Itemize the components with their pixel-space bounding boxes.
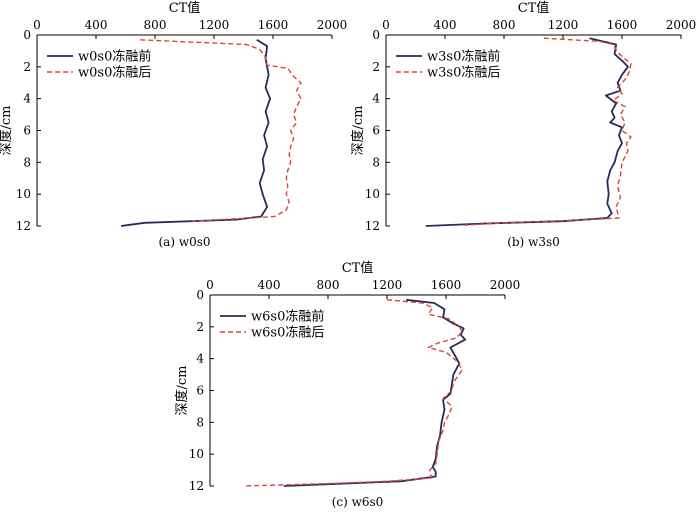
x-tick-label: 1600 [258, 18, 289, 32]
legend-label: w0s0冻融前 [78, 49, 151, 65]
series-line-before [425, 37, 629, 227]
x-tick-label: 400 [85, 18, 108, 32]
x-tick-label: 1600 [431, 278, 462, 292]
x-tick-label: 1200 [372, 278, 403, 292]
y-axis-title: 深度/cm [0, 106, 14, 156]
series-line-after [464, 37, 632, 226]
y-tick-label: 8 [23, 155, 31, 169]
x-axis-title: CT值 [169, 0, 201, 16]
x-tick-label: 1600 [607, 18, 638, 32]
legend-label: w6s0冻融前 [251, 309, 324, 325]
legend-label: w3s0冻融前 [427, 49, 500, 65]
panel-caption: (a) w0s0 [158, 235, 210, 249]
y-tick-label: 10 [365, 187, 380, 201]
y-tick-label: 6 [23, 124, 31, 138]
x-tick-label: 2000 [317, 18, 348, 32]
y-tick-label: 6 [196, 384, 204, 398]
x-tick-label: 400 [258, 278, 281, 292]
x-tick-label: 2000 [666, 18, 697, 32]
x-tick-label: 0 [382, 18, 390, 32]
y-tick-label: 2 [196, 320, 204, 334]
y-tick-label: 4 [372, 92, 380, 106]
x-tick-label: 400 [434, 18, 457, 32]
x-axis-title: CT值 [518, 0, 550, 16]
y-tick-label: 12 [16, 219, 31, 233]
y-tick-label: 2 [23, 60, 31, 74]
y-tick-label: 6 [372, 124, 380, 138]
y-tick-label: 8 [196, 415, 204, 429]
y-tick-label: 4 [23, 92, 31, 106]
x-tick-label: 1200 [548, 18, 579, 32]
panel-caption: (c) w6s0 [332, 495, 384, 509]
x-tick-label: 0 [206, 278, 214, 292]
y-tick-label: 12 [189, 479, 204, 493]
x-tick-label: 2000 [490, 278, 521, 292]
y-tick-label: 0 [372, 28, 380, 42]
y-tick-label: 12 [365, 219, 380, 233]
x-tick-label: 1200 [199, 18, 230, 32]
y-tick-label: 8 [372, 155, 380, 169]
x-tick-label: 0 [33, 18, 41, 32]
y-tick-label: 10 [189, 447, 204, 461]
y-tick-label: 4 [196, 352, 204, 366]
panel-caption: (b) w3s0 [507, 235, 560, 249]
series-line-after [243, 299, 463, 487]
y-tick-label: 2 [372, 60, 380, 74]
legend-label: w0s0冻融后 [78, 65, 151, 81]
legend-label: w6s0冻融后 [251, 325, 324, 341]
legend-label: w3s0冻融后 [427, 65, 500, 81]
y-tick-label: 0 [23, 28, 31, 42]
x-tick-label: 800 [493, 18, 516, 32]
x-tick-label: 800 [317, 278, 340, 292]
y-tick-label: 0 [196, 288, 204, 302]
x-tick-label: 800 [144, 18, 167, 32]
y-tick-label: 10 [16, 187, 31, 201]
x-axis-title: CT值 [342, 260, 374, 276]
series-line-before [120, 39, 272, 227]
y-axis-title: 深度/cm [174, 366, 190, 416]
series-line-after [140, 39, 302, 222]
y-axis-title: 深度/cm [350, 106, 366, 156]
